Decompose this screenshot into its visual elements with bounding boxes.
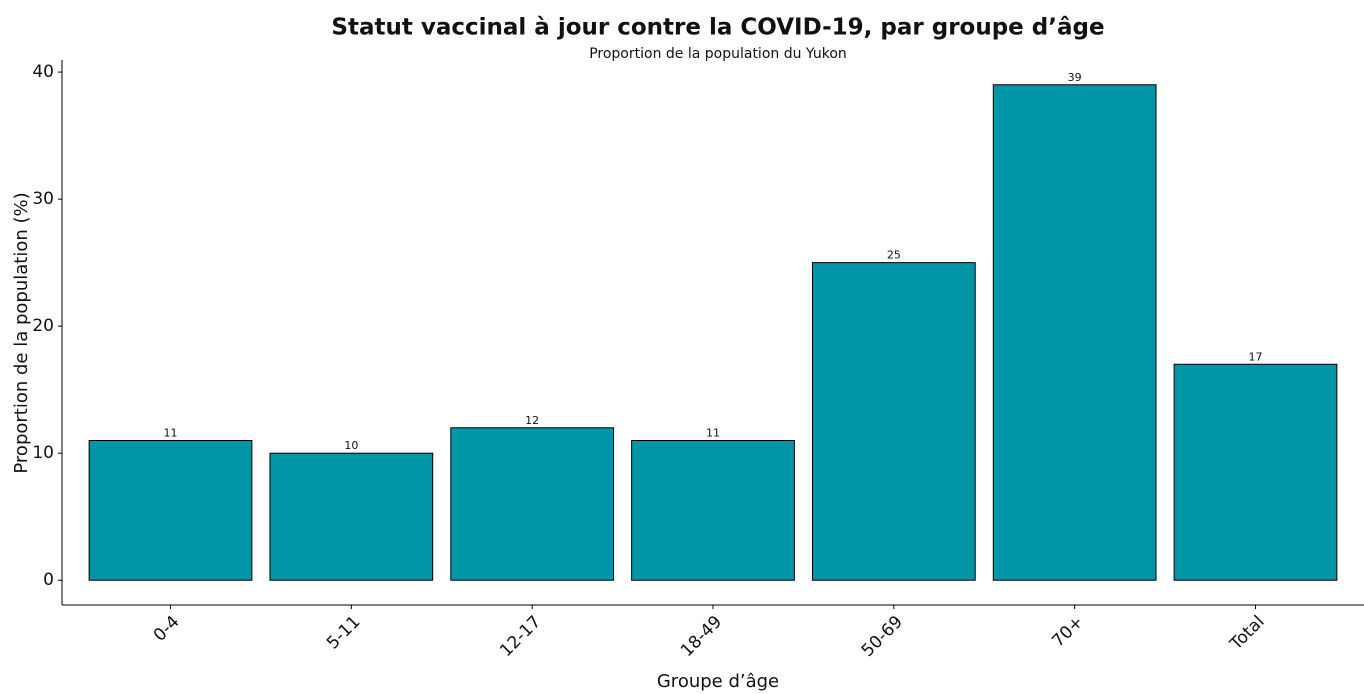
x-tick-label: 5-11 [323, 612, 364, 653]
chart-subtitle: Proportion de la population du Yukon [589, 46, 847, 62]
y-tick-label: 0 [43, 570, 54, 590]
value-label: 25 [887, 249, 901, 262]
x-tick-label: 12-17 [496, 612, 545, 661]
value-label: 10 [344, 439, 358, 452]
x-tick-label: Total [1226, 612, 1269, 655]
y-tick-label: 40 [32, 62, 54, 82]
bar [1173, 363, 1338, 581]
bar [269, 452, 434, 581]
y-tick-label: 10 [32, 443, 54, 463]
value-label: 39 [1068, 71, 1082, 84]
x-axis-label: Groupe d’âge [657, 671, 779, 692]
bar [88, 439, 253, 581]
value-label: 12 [525, 414, 539, 427]
y-axis-label: Proportion de la population (%) [11, 192, 32, 473]
value-label: 11 [706, 426, 720, 439]
value-label: 17 [1249, 350, 1263, 363]
y-tick-label: 30 [32, 189, 54, 209]
x-tick-label: 18-49 [677, 612, 726, 661]
x-tick-label: 0-4 [150, 612, 184, 646]
bar [811, 262, 976, 581]
x-tick-label: 50-69 [858, 612, 907, 661]
bar [631, 439, 795, 581]
value-label: 11 [164, 426, 178, 439]
x-tick-label: 70+ [1048, 612, 1088, 652]
chart-title: Statut vaccinal à jour contre la COVID-1… [331, 15, 1104, 41]
bar [450, 427, 615, 581]
y-tick-label: 20 [32, 316, 54, 336]
bar [992, 84, 1157, 581]
